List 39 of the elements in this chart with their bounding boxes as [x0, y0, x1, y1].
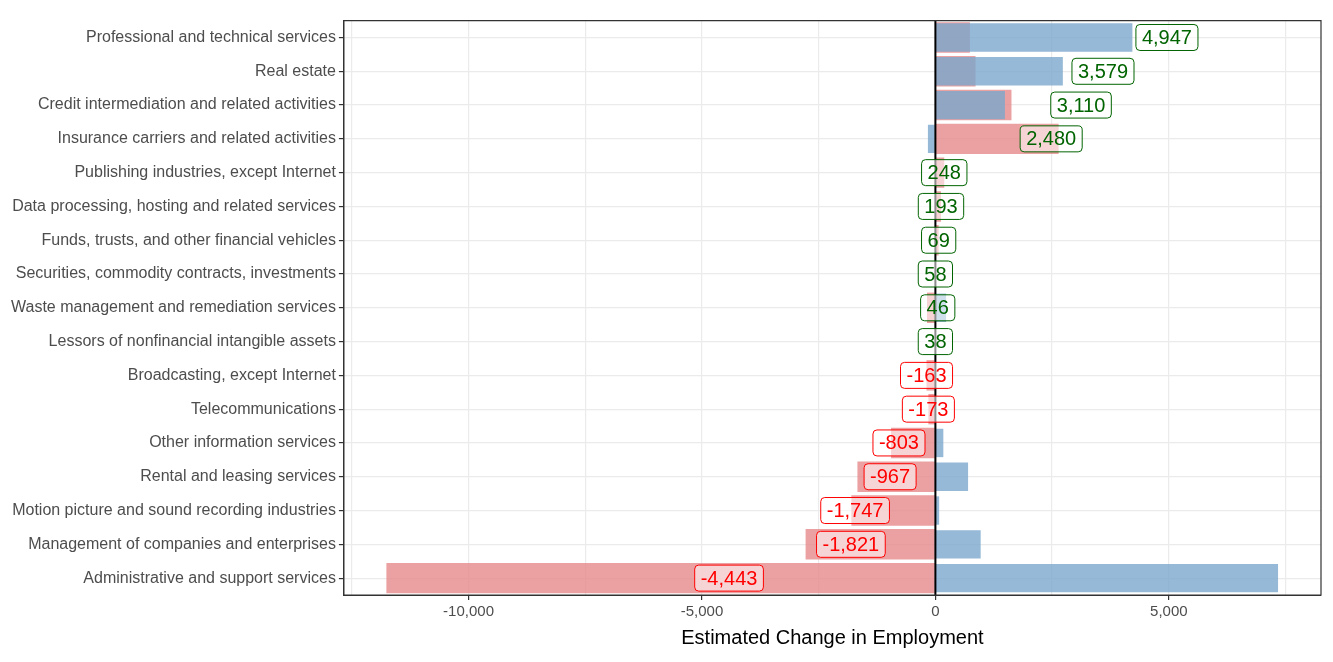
annotation: 4,947 [1141, 26, 1192, 49]
y-tick-label: Broadcasting, except Internet [127, 365, 337, 383]
annotation: 58 [924, 262, 947, 285]
annotation: 193 [924, 194, 958, 217]
y-tick-label: Management of companies and enterprises [28, 534, 336, 552]
y-tick-label: Data processing, hosting and related services [12, 196, 336, 214]
annotation: -173 [908, 397, 949, 420]
annotation: 3,579 [1077, 59, 1129, 82]
y-tick-label: Insurance carriers and related activities [57, 129, 336, 147]
annotation: -967 [870, 465, 911, 488]
x-tick-label: 5,000 [1150, 602, 1188, 620]
y-tick-label: Telecommunications [190, 399, 336, 417]
annotation: -1,821 [822, 532, 880, 555]
y-tick-label: Credit intermediation and related activities [37, 95, 336, 113]
y-tick-label: Funds, trusts, and other financial vehicles [41, 230, 336, 248]
y-tick-label: Motion picture and sound recording industries [12, 500, 336, 518]
annotation: -1,747 [826, 499, 884, 522]
annotation: 69 [927, 228, 950, 251]
annotation: 46 [926, 296, 949, 319]
y-tick-label: Administrative and support services [83, 568, 336, 586]
annotation: -803 [878, 431, 919, 454]
annotation: 38 [924, 330, 947, 353]
y-tick-label: Waste management and remediation services [10, 298, 336, 316]
x-tick-label: -10,000 [443, 602, 494, 620]
x-tick-label: 0 [931, 602, 940, 620]
annotation: 3,110 [1056, 93, 1106, 116]
y-tick-label: Securities, commodity contracts, investments [15, 264, 336, 282]
annotation: -163 [906, 363, 947, 386]
y-tick-label: Other information services [149, 433, 336, 451]
y-tick-label: Lessors of nonfinancial intangible assets [48, 331, 336, 349]
x-axis-title: Estimated Change in Employment [681, 625, 985, 648]
y-tick-label: Rental and leasing services [140, 467, 336, 485]
annotation: 248 [927, 161, 961, 184]
y-tick-label: Real estate [254, 61, 336, 79]
y-tick-label: Professional and technical services [85, 27, 336, 45]
annotation: 2,480 [1026, 127, 1077, 150]
annotation: -4,443 [700, 566, 758, 589]
y-tick-label: Publishing industries, except Internet [74, 163, 337, 181]
x-tick-label: -5,000 [680, 602, 724, 620]
